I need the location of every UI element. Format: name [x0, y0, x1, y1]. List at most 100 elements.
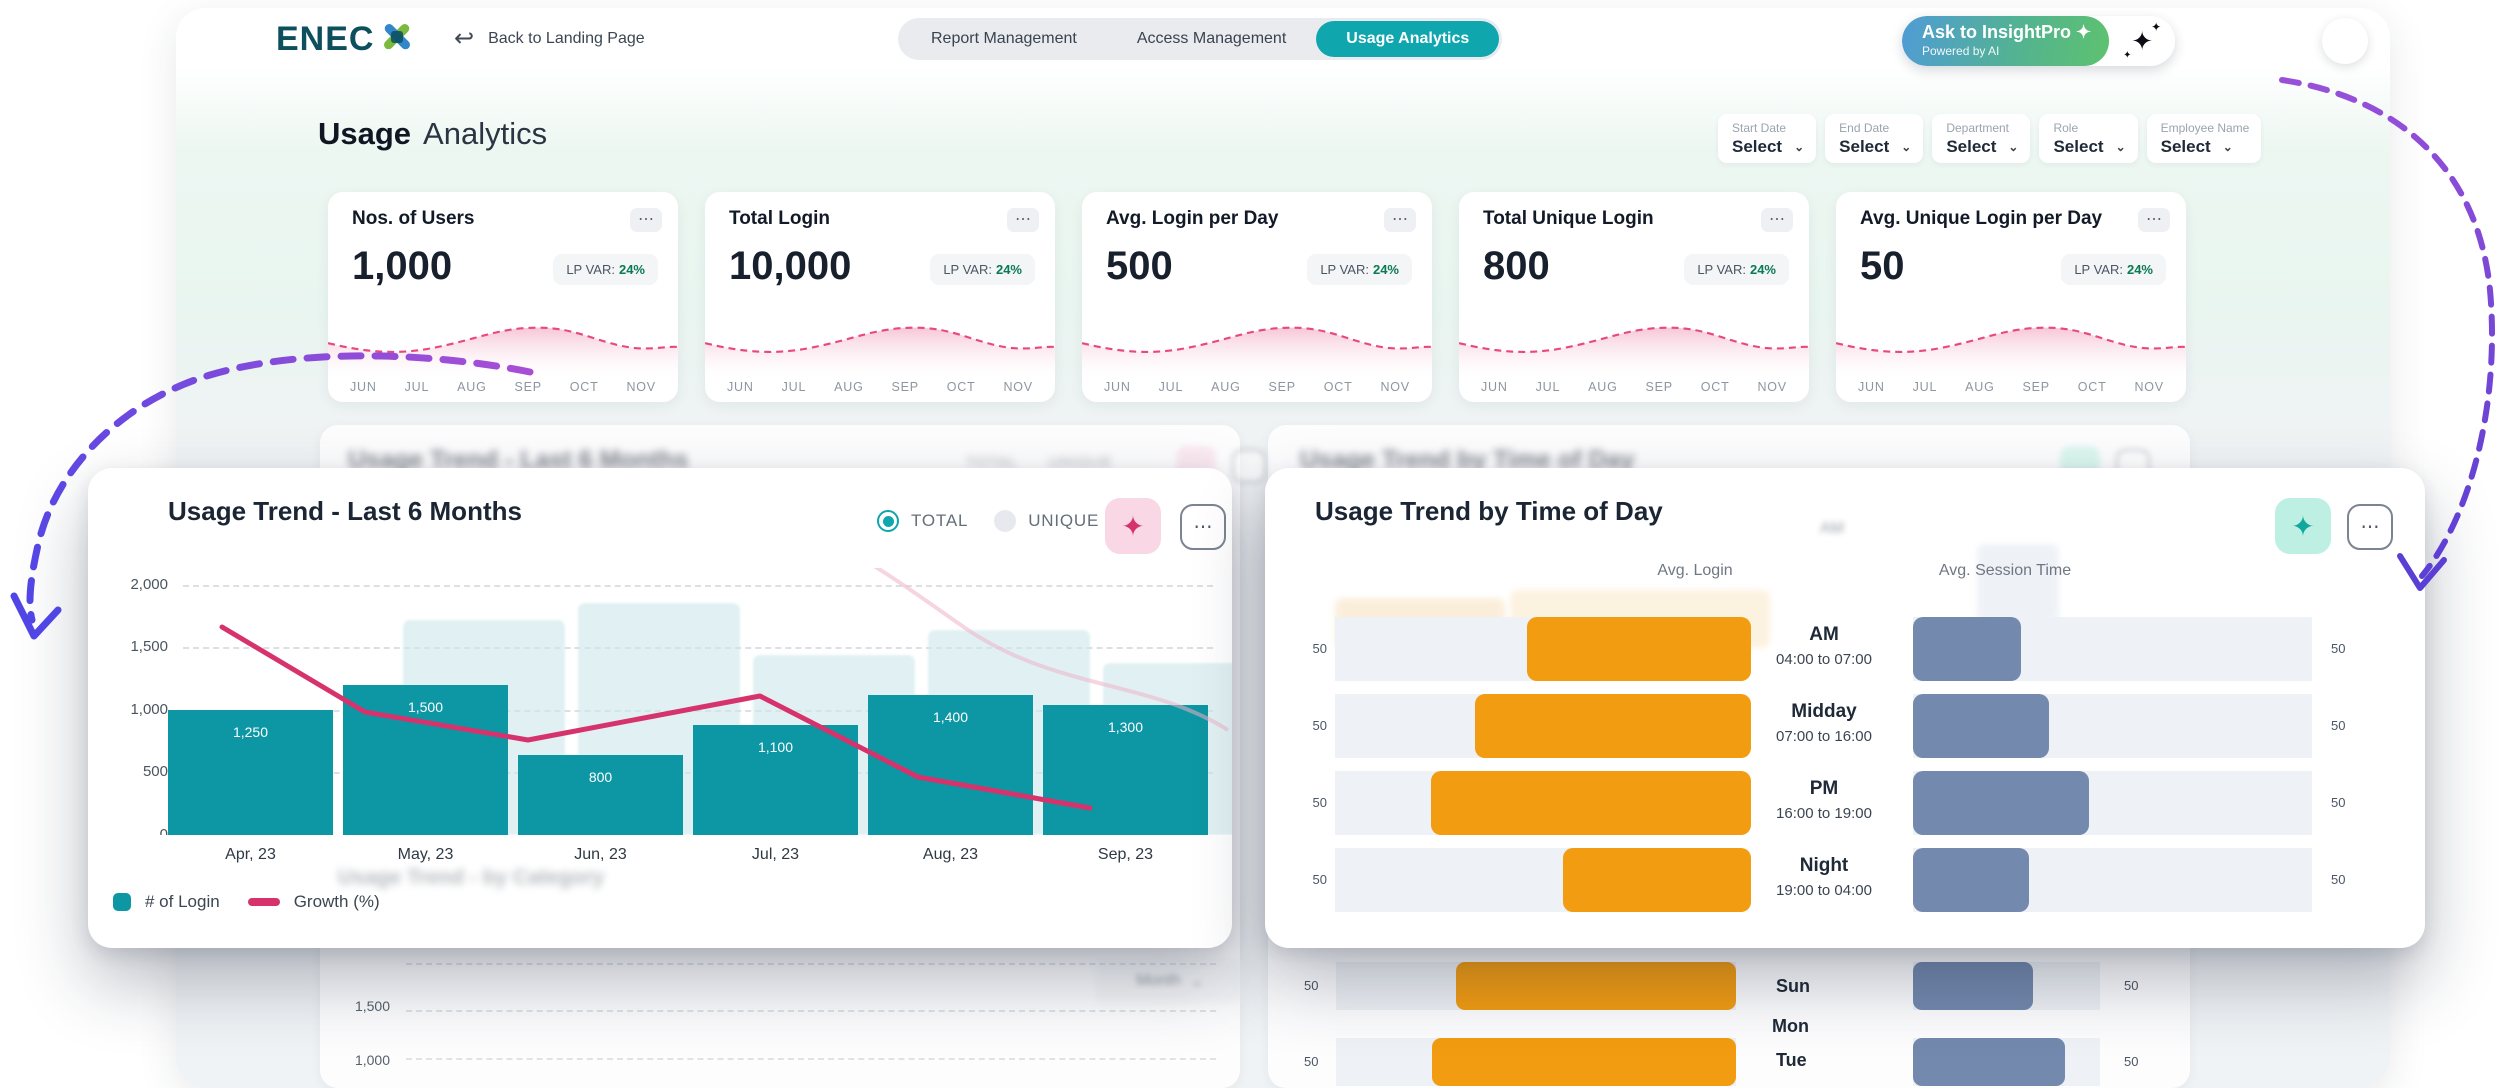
kpi-value: 50: [1860, 244, 1905, 288]
left-arrowhead-icon: [10, 592, 62, 640]
tab-usage-analytics[interactable]: Usage Analytics: [1316, 21, 1500, 57]
y-tick: 1,500: [130, 638, 168, 655]
chevron-down-icon: ⌄: [2115, 140, 2126, 154]
trend-chart-plot: 2,000 1,500 1,000 500 0 1,250 1,500 800 …: [88, 568, 1232, 835]
back-to-landing-button[interactable]: ↩ Back to Landing Page: [454, 26, 645, 52]
bg-week-login-bar: [1432, 1038, 1736, 1086]
login-bar: [1431, 771, 1751, 835]
legend-login: # of Login: [113, 892, 220, 912]
bg-week-login-bar: [1456, 962, 1736, 1010]
bar-sep: 1,300: [1043, 705, 1208, 835]
time-row-pm: 50 PM 16:00 to 19:00 50: [1265, 771, 2425, 835]
gridline: [183, 585, 1213, 587]
left-value: 50: [1312, 795, 1327, 810]
col-header-avg-session: Avg. Session Time: [1938, 562, 2072, 579]
radio-total[interactable]: TOTAL: [877, 510, 968, 532]
top-bar: ENEC ↩ Back to Landing Page Report Manag…: [176, 8, 2390, 70]
popup-menu-button[interactable]: ⋯: [2347, 504, 2393, 550]
x-label: Jul, 23: [751, 846, 800, 863]
bg-week-left-value: 50: [1304, 1054, 1319, 1069]
kpi-value: 800: [1483, 244, 1550, 288]
kpi-menu-button[interactable]: ⋯: [1007, 208, 1039, 232]
session-bar: [1913, 848, 2029, 912]
kpi-title: Avg. Unique Login per Day: [1860, 208, 2103, 229]
kpi-card-nos-of-users: Nos. of Users ⋯ 1,000 LP VAR: 24% JUN JUL A…: [328, 192, 678, 402]
chevron-down-icon: ⌄: [2222, 140, 2233, 154]
back-arrow-icon: ↩: [454, 25, 475, 52]
x-label: Aug, 23: [922, 846, 979, 863]
kpi-value: 500: [1106, 244, 1173, 288]
kpi-card-avg-unique-login-per-day: Avg. Unique Login per Day ⋯ 50 LP VAR: 24…: [1836, 192, 2186, 402]
y-tick: 500: [142, 763, 168, 780]
tab-access-management[interactable]: Access Management: [1136, 30, 1287, 47]
ask-insightpro-button[interactable]: Ask to InsightPro ✦ Powered by AI ✦ ✦ ✦: [1902, 16, 2176, 66]
bg-gridline: [406, 1058, 1216, 1060]
kpi-card-avg-login-per-day: Avg. Login per Day ⋯ 500 LP VAR: 24% JUN J…: [1082, 192, 1432, 402]
col-header-avg-login: Avg. Login: [1657, 562, 1733, 579]
kpi-menu-button[interactable]: ⋯: [2138, 208, 2170, 232]
kpi-title: Nos. of Users: [352, 208, 475, 229]
filter-end-date[interactable]: End Date Select ⌄: [1825, 114, 1924, 163]
bg-week-session-bar: [1913, 962, 2033, 1010]
kpi-sparkline: [705, 318, 1055, 374]
kpi-menu-button[interactable]: ⋯: [630, 208, 662, 232]
legend-growth-swatch: [247, 898, 280, 906]
bg-week-label: Tue: [1776, 1050, 1807, 1070]
x-label: Apr, 23: [225, 846, 276, 863]
lp-var-badge: LP VAR: 24%: [1684, 254, 1789, 285]
filter-start-date[interactable]: Start Date Select ⌄: [1718, 114, 1817, 163]
filter-role[interactable]: Role Select ⌄: [2039, 114, 2138, 163]
bg-month-dropdown[interactable]: Month ⌄: [1095, 958, 1245, 1004]
left-value: 50: [1312, 872, 1327, 887]
time-label-block: Night 19:00 to 04:00: [1776, 855, 1872, 899]
kpi-card-total-login: Total Login ⋯ 10,000 LP VAR: 24% JUN JUL AU…: [705, 192, 1055, 402]
total-unique-toggle: TOTAL UNIQUE: [877, 510, 1099, 532]
bg-week-label-mon: Mon: [1772, 1016, 1809, 1036]
kpi-month-labels: JUN JUL AUG SEP OCT NOV: [1858, 380, 2164, 394]
kpi-month-labels: JUN JUL AUG SEP OCT NOV: [727, 380, 1033, 394]
kpi-menu-button[interactable]: ⋯: [1761, 208, 1793, 232]
session-bar: [1913, 771, 2089, 835]
chevron-down-icon: ⌄: [2008, 140, 2019, 154]
enec-logo-mark: [384, 24, 411, 50]
ai-sparkle-button[interactable]: ✦: [2275, 498, 2331, 554]
tab-report-management[interactable]: Report Management: [931, 30, 1077, 47]
growth-line-chart: [219, 568, 1230, 811]
bg-week-left-value: 50: [1304, 978, 1319, 993]
left-value: 50: [1312, 641, 1327, 656]
page-title: Usage Analytics: [318, 116, 548, 151]
ai-sparkles-icon: ✦ ✦ ✦: [2109, 16, 2176, 66]
popup-usage-trend-time-of-day: Usage Trend by Time of Day ✦ ⋯ AM Avg. L…: [1265, 468, 2425, 948]
ai-sparkle-button[interactable]: ✦: [1105, 498, 1161, 554]
filter-department[interactable]: Department Select ⌄: [1932, 114, 2031, 163]
kpi-month-labels: JUN JUL AUG SEP OCT NOV: [350, 380, 656, 394]
legend-growth: Growth (%): [247, 892, 380, 912]
radio-unique[interactable]: UNIQUE: [994, 510, 1099, 532]
kpi-sparkline: [1836, 318, 2186, 374]
kpi-month-labels: JUN JUL AUG SEP OCT NOV: [1481, 380, 1787, 394]
login-bar: [1475, 694, 1751, 758]
bar-jun: 800: [518, 755, 683, 835]
bar-may: 1,500: [343, 685, 508, 835]
kpi-menu-button[interactable]: ⋯: [1384, 208, 1416, 232]
session-bar: [1913, 617, 2021, 681]
login-bar: [1527, 617, 1751, 681]
bg-left-card-controls: TOTAL UNIQUE: [966, 454, 1113, 471]
filter-employee-name[interactable]: Employee Name Select ⌄: [2146, 114, 2262, 163]
bg-ytick: 1,000: [354, 1052, 390, 1068]
lp-var-badge: LP VAR: 24%: [930, 254, 1035, 285]
kpi-value: 10,000: [729, 244, 852, 288]
left-value: 50: [1312, 718, 1327, 733]
ghost-by-category-title: Usage Trend - by Category: [338, 866, 605, 889]
bg-week-right-value: 50: [2124, 978, 2139, 993]
kpi-month-labels: JUN JUL AUG SEP OCT NOV: [1104, 380, 1410, 394]
login-bar: [1563, 848, 1751, 912]
kpi-title: Avg. Login per Day: [1106, 208, 1279, 229]
bar-apr: 1,250: [168, 710, 333, 835]
popup-menu-button[interactable]: ⋯: [1180, 504, 1226, 550]
lp-var-badge: LP VAR: 24%: [1307, 254, 1412, 285]
radio-selected-icon: [877, 510, 899, 532]
right-value: 50: [2331, 795, 2346, 810]
kpi-sparkline: [1082, 318, 1432, 374]
profile-button[interactable]: [2322, 18, 2368, 64]
